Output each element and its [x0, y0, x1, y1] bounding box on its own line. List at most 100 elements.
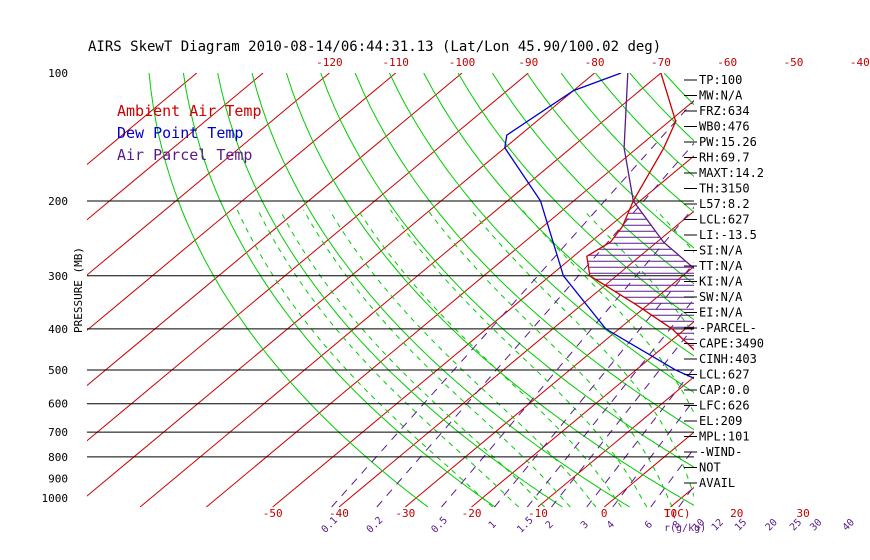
isotherm-line	[87, 73, 463, 387]
isotherm-line	[87, 73, 397, 331]
mixing-ratio-label: 3	[579, 519, 591, 531]
dry-adiabat-line	[148, 73, 429, 508]
dry-adiabat-line	[663, 73, 694, 106]
dry-adiabat-line	[217, 73, 563, 508]
moist-adiabat-line	[236, 209, 494, 508]
isotherm-line	[87, 73, 264, 221]
isotherm-line	[338, 210, 694, 508]
dry-adiabat-line	[182, 73, 496, 508]
profile-ambient-air-temp	[586, 73, 694, 351]
pressure-tick-label: 500	[48, 364, 68, 377]
moist-adiabat-line	[389, 209, 648, 508]
legend-entry: Air Parcel Temp	[117, 146, 252, 164]
isotherm-line	[87, 73, 330, 276]
mixing-ratio-line	[650, 447, 694, 508]
moist-adiabat-line	[818, 210, 841, 507]
index-value: -PARCEL-	[699, 321, 757, 335]
mixing-ratio-label: 20	[764, 517, 780, 533]
index-value: CAPE:3490	[699, 337, 764, 351]
pressure-tick-label: 400	[48, 323, 68, 336]
top-temp-tick-label: -60	[717, 56, 737, 69]
temp-axis-label: T(C)	[664, 507, 691, 520]
moist-adiabat-line	[852, 210, 870, 507]
index-value: LCL:627	[699, 213, 750, 227]
pressure-tick-label: 900	[48, 473, 68, 486]
moist-adiabat-line	[521, 209, 694, 415]
top-temp-tick-label: -90	[518, 56, 538, 69]
y-axis-label: PRESSURE (MB)	[72, 247, 85, 333]
bottom-temp-tick-label: -40	[329, 507, 349, 520]
mixing-ratio-line	[441, 206, 694, 508]
isotherm-line	[87, 73, 198, 166]
moist-adiabat-line	[257, 209, 520, 508]
dry-adiabat-line	[423, 73, 694, 357]
dry-adiabat-line	[802, 73, 870, 507]
bottom-temp-tick-label: 30	[796, 507, 809, 520]
index-value: EL:209	[699, 414, 742, 428]
index-value: LFC:626	[699, 399, 750, 413]
mixing-ratio-line	[743, 73, 870, 507]
dry-adiabat-line	[388, 73, 694, 394]
index-value: LCL:627	[699, 368, 750, 382]
mixing-ratio-line	[526, 298, 694, 508]
top-temp-tick-label: -70	[651, 56, 671, 69]
index-value: NOT	[699, 461, 721, 475]
pressure-tick-label: 600	[48, 398, 68, 411]
mixing-ratio-label: 1	[487, 519, 499, 531]
top-temp-tick-labels: -120 -110 -100 -90 -80 -70 -60 -50 -40	[316, 56, 870, 69]
bottom-temp-tick-label: -30	[395, 507, 415, 520]
dry-adiabat-line	[836, 73, 870, 507]
cape-hatch	[587, 212, 694, 346]
legend-entry: Ambient Air Temp	[117, 102, 262, 120]
index-value: RH:69.7	[699, 151, 750, 165]
index-value: EI:N/A	[699, 306, 743, 320]
bottom-temp-tick-label: 20	[730, 507, 743, 520]
dry-adiabat-line	[354, 73, 694, 431]
isotherm-line	[537, 376, 694, 508]
dry-adiabat-line	[320, 73, 694, 468]
mixing-ratio-line	[851, 73, 870, 507]
background-lines	[87, 73, 870, 508]
mixing-ratio-label: 0.5	[429, 515, 450, 536]
pressure-tick-label: 200	[48, 195, 68, 208]
dry-adiabat-line	[251, 73, 630, 508]
mixing-ratio-line	[551, 325, 694, 508]
chart-title: AIRS SkewT Diagram 2010-08-14/06:44:31.1…	[88, 39, 661, 55]
index-value: PW:15.26	[699, 135, 757, 149]
bottom-temp-tick-label: -20	[462, 507, 482, 520]
mixing-ratio-label: 40	[841, 517, 857, 533]
index-value: MW:N/A	[699, 89, 743, 103]
isobar-lines	[87, 200, 694, 458]
index-value: LI:-13.5	[699, 228, 757, 242]
index-value: KI:N/A	[699, 275, 743, 289]
pressure-tick-label: 100	[48, 67, 68, 80]
bottom-temp-tick-labels: -50 -40 -30 -20 -10 0 10 20 30	[263, 507, 810, 520]
isotherm-line	[87, 73, 595, 497]
bottom-temp-tick-label: -50	[263, 507, 283, 520]
profile-lines	[504, 73, 694, 379]
index-value: SW:N/A	[699, 290, 743, 304]
mixing-ratio-line	[818, 73, 870, 507]
pressure-tick-label: 800	[48, 451, 68, 464]
profile-dew-point-temp	[504, 73, 694, 379]
mixing-axis-label: r(g/kg)	[664, 523, 706, 534]
legend-entry: Dew Point Temp	[117, 124, 243, 142]
pressure-tick-label: 300	[48, 270, 68, 283]
isotherm-line	[87, 73, 529, 442]
isotherm-line	[404, 265, 694, 508]
moist-adiabat-line	[328, 209, 597, 508]
dry-adiabat-line	[491, 73, 694, 285]
top-temp-tick-label: -50	[784, 56, 804, 69]
bottom-temp-tick-label: -10	[528, 507, 548, 520]
mixing-ratio-line	[798, 73, 870, 507]
index-value: MPL:101	[699, 430, 750, 444]
dry-adiabat-line	[457, 73, 694, 321]
mixing-ratio-label: 6	[643, 519, 655, 531]
pressure-tick-labels: 100 200 300 400 500 600 700 800 900 1000	[42, 67, 69, 505]
mixing-ratio-line	[376, 142, 694, 508]
mixing-ratio-label: 4	[605, 519, 617, 531]
moist-adiabat-line	[279, 209, 545, 508]
index-value: FRZ:634	[699, 104, 750, 118]
isotherm-line	[471, 321, 694, 508]
